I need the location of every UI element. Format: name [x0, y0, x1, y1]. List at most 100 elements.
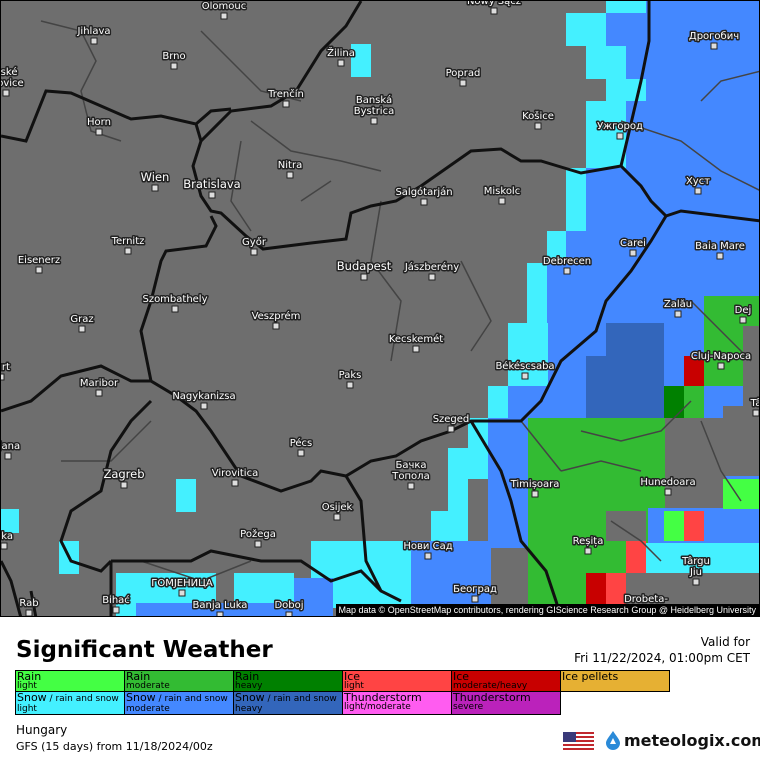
city-name: Miskolc: [484, 186, 520, 197]
city-54: Bihać: [101, 593, 131, 614]
city-name: Carei: [620, 238, 646, 249]
city-name: Târgu: [681, 555, 710, 567]
legend-item: Ice moderate/heavy: [451, 670, 561, 692]
city-marker: [124, 247, 132, 255]
city-marker: [490, 7, 498, 15]
city-name: Poprad: [446, 68, 481, 79]
precip-ice-light: [626, 541, 646, 573]
legend-label: Snow / rain and snow: [126, 691, 228, 704]
city-23: Eisenerz: [16, 254, 62, 274]
legend-item: Rain light: [15, 670, 125, 692]
legend-item: Snow / rain and snow light: [15, 691, 125, 715]
city-name: Banja Luka: [193, 600, 248, 611]
city-marker: [220, 12, 228, 20]
city-name: Szeged: [433, 414, 470, 425]
city-35: Maribor: [78, 377, 120, 397]
city-41: ljana: [1, 440, 22, 460]
city-7: Дрогобич: [687, 30, 741, 50]
precip-snow-light: [646, 543, 759, 573]
city-name: Timișoara: [510, 479, 560, 490]
city-marker: [717, 362, 725, 370]
city-name: Nagykanizsa: [172, 391, 235, 402]
city-marker: [694, 187, 702, 195]
city-39: Szeged: [431, 413, 471, 433]
city-marker: [95, 128, 103, 136]
city-19: Ternitz: [109, 235, 146, 255]
weather-map[interactable]: Olomouc Nowy Sącz Jihlava Brno eskéějovice Ži…: [0, 0, 760, 617]
city-marker: [254, 540, 262, 548]
city-name: Jiu: [689, 567, 702, 578]
city-40: Pécs: [288, 436, 314, 457]
city-name: Ужгород: [597, 121, 643, 132]
precip-snow-light: [234, 573, 294, 603]
city-8: Trenčín: [266, 87, 305, 108]
country-borders: [1, 1, 759, 616]
city-name: Bystrica: [354, 106, 394, 117]
city-marker: [4, 452, 12, 460]
city-29: Veszprém: [250, 309, 302, 330]
city-marker: [616, 132, 624, 140]
city-name: Reșița: [573, 536, 604, 547]
city-marker: [208, 191, 216, 199]
city-marker: [171, 305, 179, 313]
city-marker: [151, 184, 159, 192]
city-name: Horn: [87, 117, 111, 128]
legend-row: Rain light Rain moderate Rain heavy Ice light Ic…: [15, 670, 670, 692]
city-name: Kecskemét: [389, 333, 443, 345]
city-marker: [370, 117, 378, 125]
legend-label: Ice: [344, 670, 361, 683]
precip-snow-light: [431, 511, 468, 541]
city-48: eka: [1, 530, 14, 550]
city-46: Hunedoara: [639, 476, 697, 496]
city-57: Rab: [18, 597, 40, 616]
city-name: Olomouc: [202, 1, 246, 12]
city-marker: [459, 79, 467, 87]
legend-label: Rain: [17, 670, 42, 683]
legend-item: Ice pellets: [560, 670, 670, 692]
precip-grey: [606, 511, 646, 541]
city-name: ГОМЈЕНИЦА: [151, 578, 213, 589]
us-flag-icon[interactable]: [563, 732, 594, 750]
city-name: ljana: [1, 441, 20, 452]
city-45: Timișoara: [508, 478, 561, 498]
precip-grey: [743, 326, 759, 406]
city-marker: [250, 248, 258, 256]
precip-snow-moderate: [566, 231, 606, 263]
precip-rain-moderate: [684, 386, 704, 418]
model-run: GFS (15 days) from 11/18/2024/00z: [16, 740, 213, 753]
city-marker: [716, 252, 724, 260]
city-marker: [78, 325, 86, 333]
city-marker: [95, 389, 103, 397]
city-marker: [178, 589, 186, 597]
city-marker: [200, 402, 208, 410]
city-marker: [534, 122, 542, 130]
map-attribution[interactable]: Map data © OpenStreetMap contributors, r…: [335, 604, 759, 616]
brand-logo[interactable]: meteologix.com: [604, 730, 760, 750]
city-31: Dej: [733, 304, 753, 324]
city-name: Paks: [339, 370, 362, 381]
precip-snow-moderate: [547, 263, 606, 323]
legend-item: Rain heavy: [233, 670, 343, 692]
precip-snow-light: [176, 479, 196, 512]
city-marker: [346, 381, 354, 389]
city-name: Salgótarján: [395, 186, 452, 198]
legend-sublabel: moderate/heavy: [453, 681, 528, 691]
legend-sublabel: severe: [453, 702, 484, 712]
precip-grey: [723, 406, 759, 476]
city-27: Szombathely: [141, 293, 209, 313]
precip-snow-light: [1, 509, 19, 533]
city-name: Pécs: [290, 437, 313, 449]
city-name: Doboj: [274, 600, 303, 611]
weather-legend: Rain light Rain moderate Rain heavy Ice light Ic…: [15, 670, 670, 715]
city-14: Bratislava: [182, 176, 242, 199]
city-marker: [664, 488, 672, 496]
city-21: Carei: [619, 237, 647, 257]
precip-rain-heavy: [664, 386, 684, 418]
city-33: Kecskemét: [387, 332, 445, 353]
city-6: Poprad: [444, 67, 482, 87]
city-marker: [120, 481, 128, 489]
legend-sublabel: heavy: [235, 704, 263, 714]
city-name: Zagreb: [103, 467, 144, 481]
city-name: Maribor: [80, 378, 119, 389]
city-name: Bratislava: [183, 177, 240, 191]
